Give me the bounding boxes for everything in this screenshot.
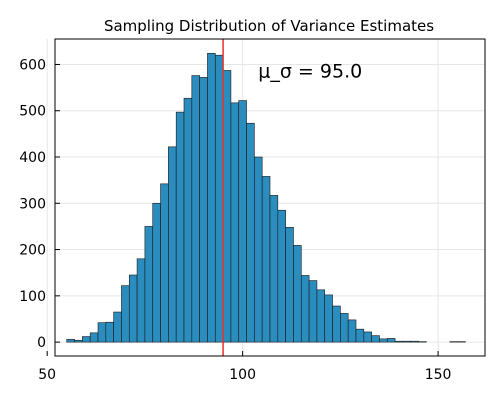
y-tick-label: 600 — [19, 57, 46, 73]
y-tick-label: 500 — [19, 104, 46, 120]
histogram-bar — [97, 322, 107, 343]
histogram-bar — [152, 202, 161, 343]
x-tick-label: 100 — [229, 367, 256, 383]
mean-annotation: μ_σ = 95.0 — [258, 60, 362, 82]
histogram-bar — [340, 313, 349, 343]
histogram-bar — [261, 176, 271, 343]
histogram-bar — [191, 75, 200, 343]
histogram-bar — [89, 332, 99, 343]
histogram-bar — [183, 97, 193, 343]
histogram-bar — [386, 338, 396, 343]
x-tick-label: 50 — [38, 367, 56, 383]
histogram-bar — [105, 321, 114, 343]
histogram-bar — [230, 102, 240, 343]
histogram-bar — [332, 305, 341, 343]
y-tick-label: 0 — [37, 335, 46, 351]
histogram-bar — [175, 111, 185, 343]
histogram-bar — [277, 209, 286, 343]
histogram-bar — [324, 294, 333, 343]
histogram-bar — [238, 100, 247, 343]
histogram-bar — [402, 340, 412, 343]
histogram-bars — [66, 53, 466, 343]
y-tick-label: 300 — [19, 196, 46, 212]
histogram-bar — [74, 339, 83, 343]
histogram-bar — [222, 70, 232, 343]
histogram-bar — [394, 340, 404, 343]
plot-frame — [54, 38, 486, 357]
histogram-bar — [136, 258, 146, 343]
histogram-bar — [254, 156, 263, 343]
histogram-bar — [293, 245, 302, 343]
chart-title: Sampling Distribution of Variance Estima… — [104, 17, 434, 35]
histogram-bar — [246, 122, 255, 343]
y-tick-label: 200 — [19, 243, 46, 259]
histogram-bar — [128, 274, 138, 343]
histogram-bar — [410, 340, 419, 343]
y-tick-label: 400 — [19, 150, 46, 166]
histogram-bar — [168, 146, 177, 343]
histogram-bar — [121, 285, 130, 343]
histogram-bar — [285, 227, 294, 343]
histogram-bar — [113, 311, 122, 343]
y-tick-label: 100 — [19, 289, 46, 305]
histogram-bar — [347, 319, 357, 343]
histogram-bar — [316, 289, 326, 343]
histogram-bar — [66, 339, 75, 343]
histogram-bar — [160, 183, 169, 343]
histogram-bar — [371, 335, 380, 343]
histogram-bar — [379, 338, 388, 343]
histogram-bar — [207, 53, 216, 343]
axis-ticks: 50 100 150 0 100 200 300 400 500 600 — [19, 57, 451, 383]
histogram-bar — [269, 195, 279, 343]
x-tick-label: 150 — [425, 367, 452, 383]
histogram-bar — [308, 280, 318, 343]
histogram-bar — [300, 275, 310, 343]
histogram-bar — [82, 336, 91, 343]
histogram-bar — [199, 77, 208, 343]
histogram-bar — [363, 331, 372, 343]
histogram-bar — [214, 54, 224, 343]
histogram-bar — [144, 226, 154, 343]
histogram-bar — [355, 328, 365, 343]
